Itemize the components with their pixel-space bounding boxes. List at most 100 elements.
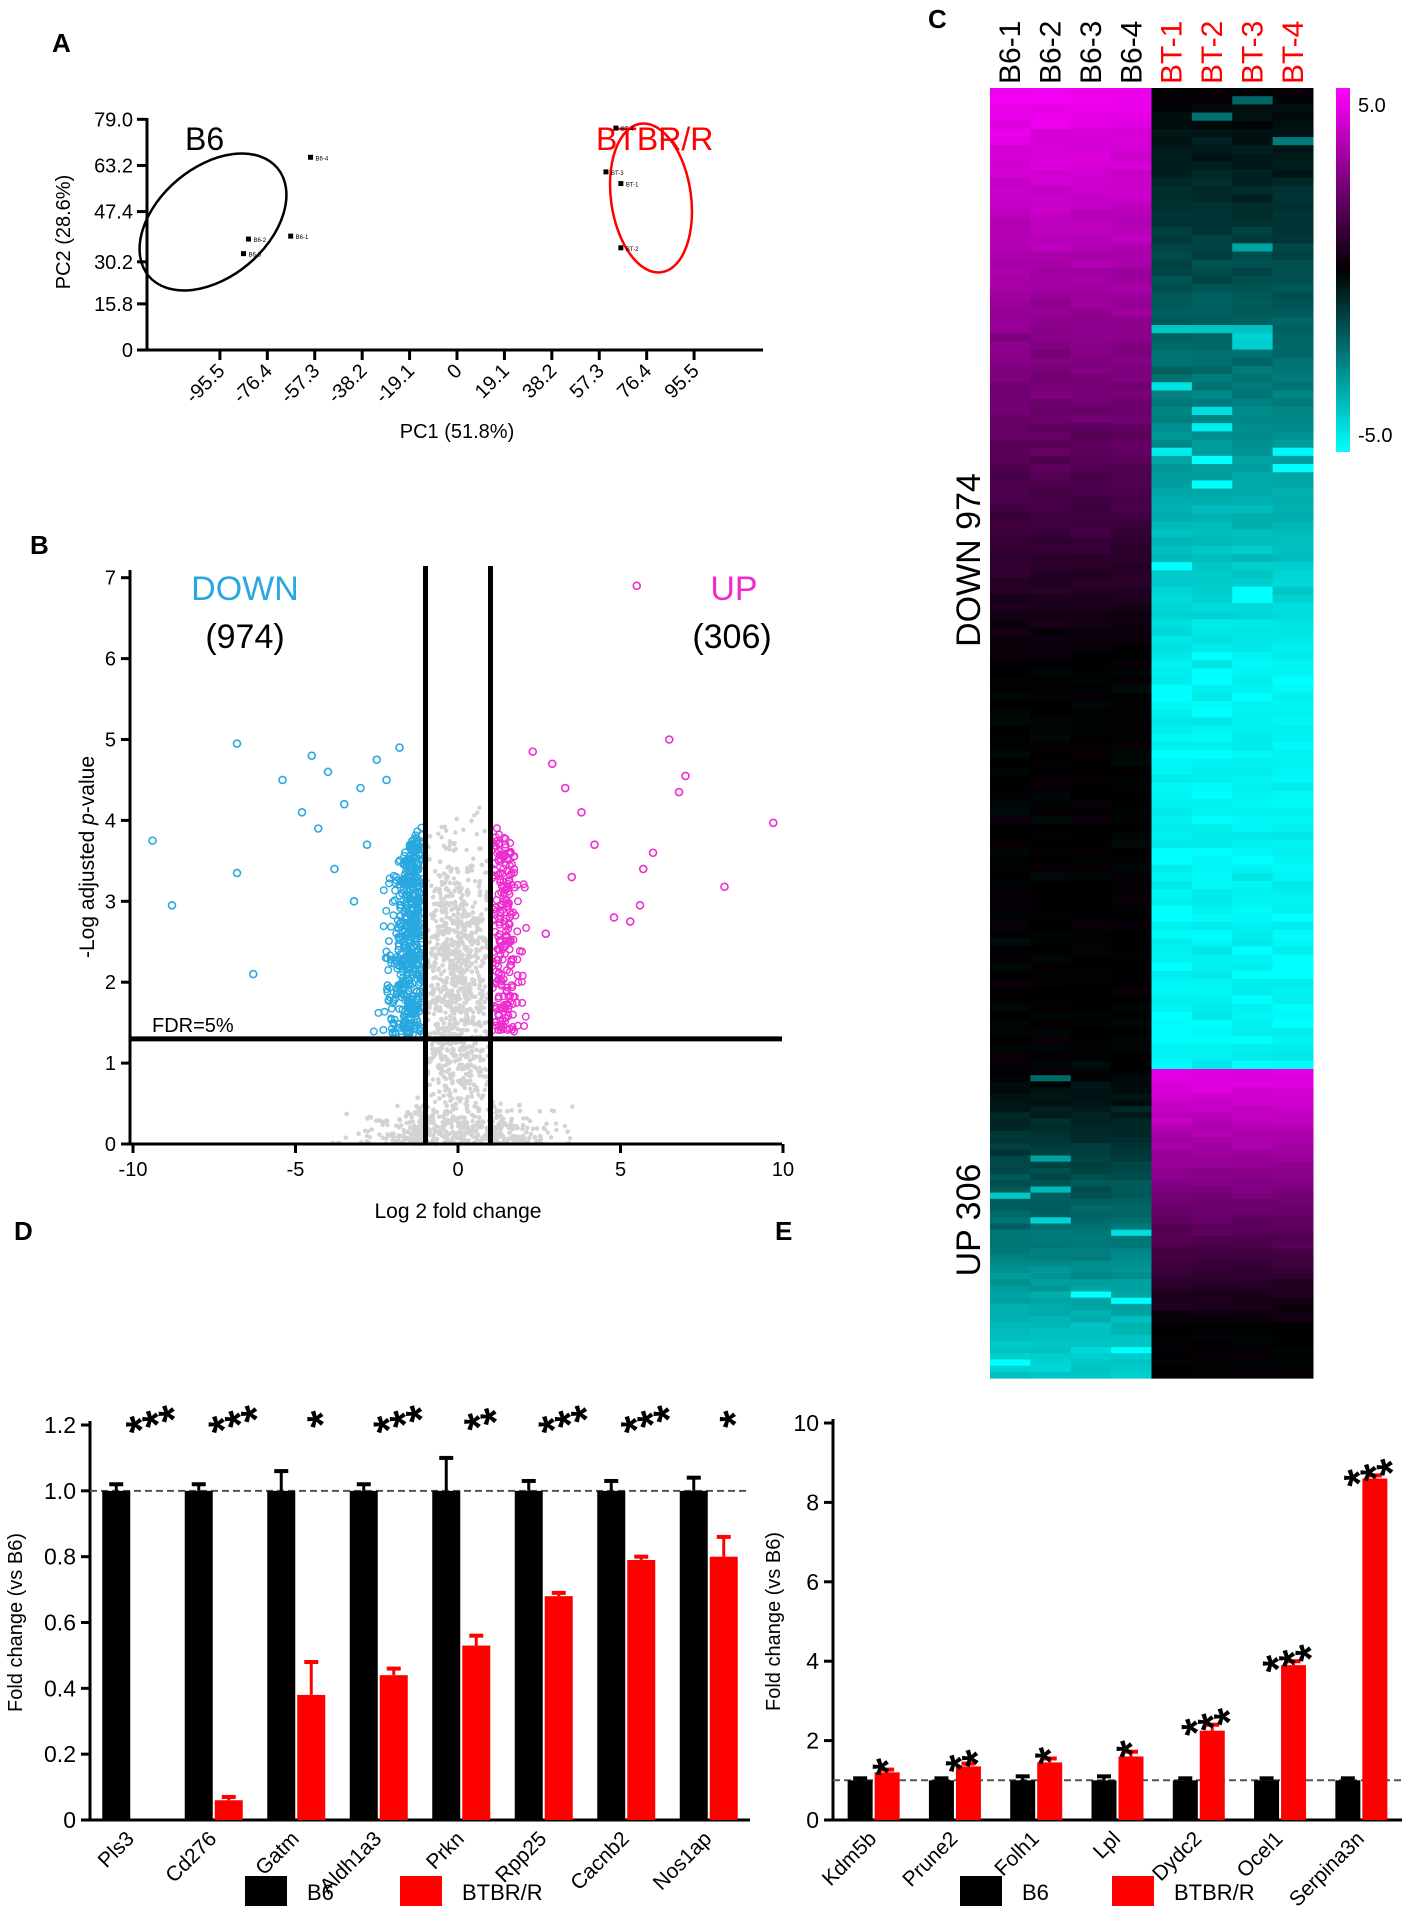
heatmap-cell	[1191, 1192, 1233, 1200]
heatmap-cell	[1070, 594, 1112, 604]
ns-gene-point	[437, 1089, 442, 1094]
heatmap-cell	[1191, 1186, 1233, 1194]
heatmap-cell	[1030, 374, 1072, 383]
heatmap-cell	[1272, 1334, 1314, 1342]
heatmap-cell	[1070, 161, 1112, 171]
heatmap-cell	[1030, 104, 1072, 114]
heatmap-cell	[1070, 742, 1112, 751]
ns-gene-point	[465, 1062, 470, 1067]
ns-gene-point	[469, 1094, 475, 1099]
heatmap-cell	[990, 684, 1031, 694]
heatmap-cell	[1151, 276, 1193, 285]
heatmap-cell	[1070, 1161, 1112, 1169]
heatmap-cell	[1111, 717, 1152, 727]
ns-gene-point	[448, 1017, 453, 1023]
ns-gene-point	[466, 1138, 471, 1143]
up-gene-point	[547, 759, 557, 769]
heatmap-cell	[1232, 365, 1274, 375]
ns-gene-point	[452, 900, 458, 905]
ns-gene-point	[472, 900, 478, 905]
ns-gene-point	[433, 1022, 438, 1027]
heatmap-cell	[1030, 423, 1072, 432]
y-tick-label: 10	[793, 1410, 819, 1436]
heatmap-cell	[1191, 987, 1233, 997]
heatmap-cell	[1191, 488, 1233, 498]
ns-gene-point	[482, 984, 488, 989]
heatmap-cell	[1030, 717, 1072, 727]
heatmap-cell	[1030, 169, 1072, 179]
heatmap-cell	[1030, 594, 1072, 604]
heatmap-cell	[1030, 390, 1072, 400]
heatmap-cell	[1111, 1272, 1152, 1280]
heatmap-cell	[1030, 1334, 1072, 1342]
ns-gene-point	[415, 1095, 420, 1100]
heatmap-cell	[1272, 145, 1314, 154]
ns-gene-point	[431, 1107, 436, 1113]
heatmap-cell	[1111, 1340, 1152, 1348]
heatmap-cell	[1111, 472, 1152, 481]
heatmap-cell	[1232, 1223, 1274, 1231]
heatmap-cell	[1232, 488, 1274, 498]
heatmap-cell	[1030, 186, 1072, 195]
ns-gene-point	[455, 1026, 460, 1032]
heatmap-cell	[1232, 333, 1274, 343]
heatmap-cell	[1030, 954, 1072, 964]
heatmap-cell	[1030, 292, 1072, 302]
down-gene-point	[232, 739, 242, 748]
ns-gene-point	[452, 1007, 458, 1013]
x-axis-label: PC1 (51.8%)	[400, 421, 515, 443]
heatmap-cell	[1272, 226, 1314, 236]
heatmap-cell	[1191, 1003, 1233, 1013]
up-gene-point	[567, 872, 577, 882]
heatmap-cell	[1070, 889, 1112, 898]
ns-gene-point	[463, 934, 468, 939]
heatmap-cell	[1232, 1028, 1274, 1037]
pca-point	[613, 125, 619, 131]
heatmap-cell	[1272, 1118, 1314, 1126]
ns-gene-point	[454, 885, 460, 891]
heatmap-cell	[1272, 1291, 1314, 1299]
group-label: B6	[185, 121, 224, 157]
heatmap-cell	[1030, 1260, 1072, 1268]
ns-gene-point	[470, 1118, 475, 1124]
heatmap-cell	[1151, 1279, 1193, 1286]
ns-gene-point	[426, 857, 432, 862]
heatmap-cell	[1232, 668, 1274, 678]
heatmap-cell	[1191, 562, 1233, 571]
heatmap-cell	[1151, 439, 1193, 449]
heatmap-cell	[1030, 782, 1072, 792]
heatmap-cell	[1111, 464, 1152, 473]
heatmap-cell	[990, 1340, 1031, 1348]
heatmap-cell	[1070, 88, 1112, 97]
heatmap-cell	[990, 889, 1031, 898]
heatmap-cell	[1151, 1019, 1193, 1029]
ns-gene-point	[432, 1099, 438, 1105]
heatmap-cell	[1232, 202, 1274, 212]
heatmap-cell	[1030, 202, 1072, 212]
heatmap-cell	[1191, 823, 1233, 833]
heatmap-cell	[1111, 153, 1152, 163]
heatmap-cell	[1191, 1235, 1233, 1243]
heatmap-cell	[1111, 603, 1152, 612]
heatmap-cell	[1070, 652, 1112, 661]
ns-gene-point	[441, 958, 446, 963]
heatmap-cell	[1151, 938, 1193, 947]
heatmap-cell	[990, 1099, 1031, 1107]
heatmap-cell	[1232, 545, 1274, 555]
heatmap-cell	[1070, 692, 1112, 702]
heatmap-cell	[1070, 316, 1112, 326]
heatmap-cell	[1232, 1167, 1274, 1175]
heatmap-cell	[1111, 684, 1152, 694]
heatmap-cell	[1191, 619, 1233, 629]
heatmap-cell	[1030, 1003, 1072, 1013]
heatmap-cell	[1272, 1235, 1314, 1243]
heatmap-cell	[1030, 382, 1072, 392]
heatmap-cell	[1232, 1235, 1274, 1243]
y-tick-label: 2	[105, 972, 116, 994]
heatmap-cell	[1191, 921, 1233, 931]
heatmap-cell	[1070, 439, 1112, 449]
heatmap-column-label: B6-2	[1035, 21, 1068, 84]
heatmap-cell	[1070, 684, 1112, 694]
heatmap-cell	[1191, 423, 1233, 432]
